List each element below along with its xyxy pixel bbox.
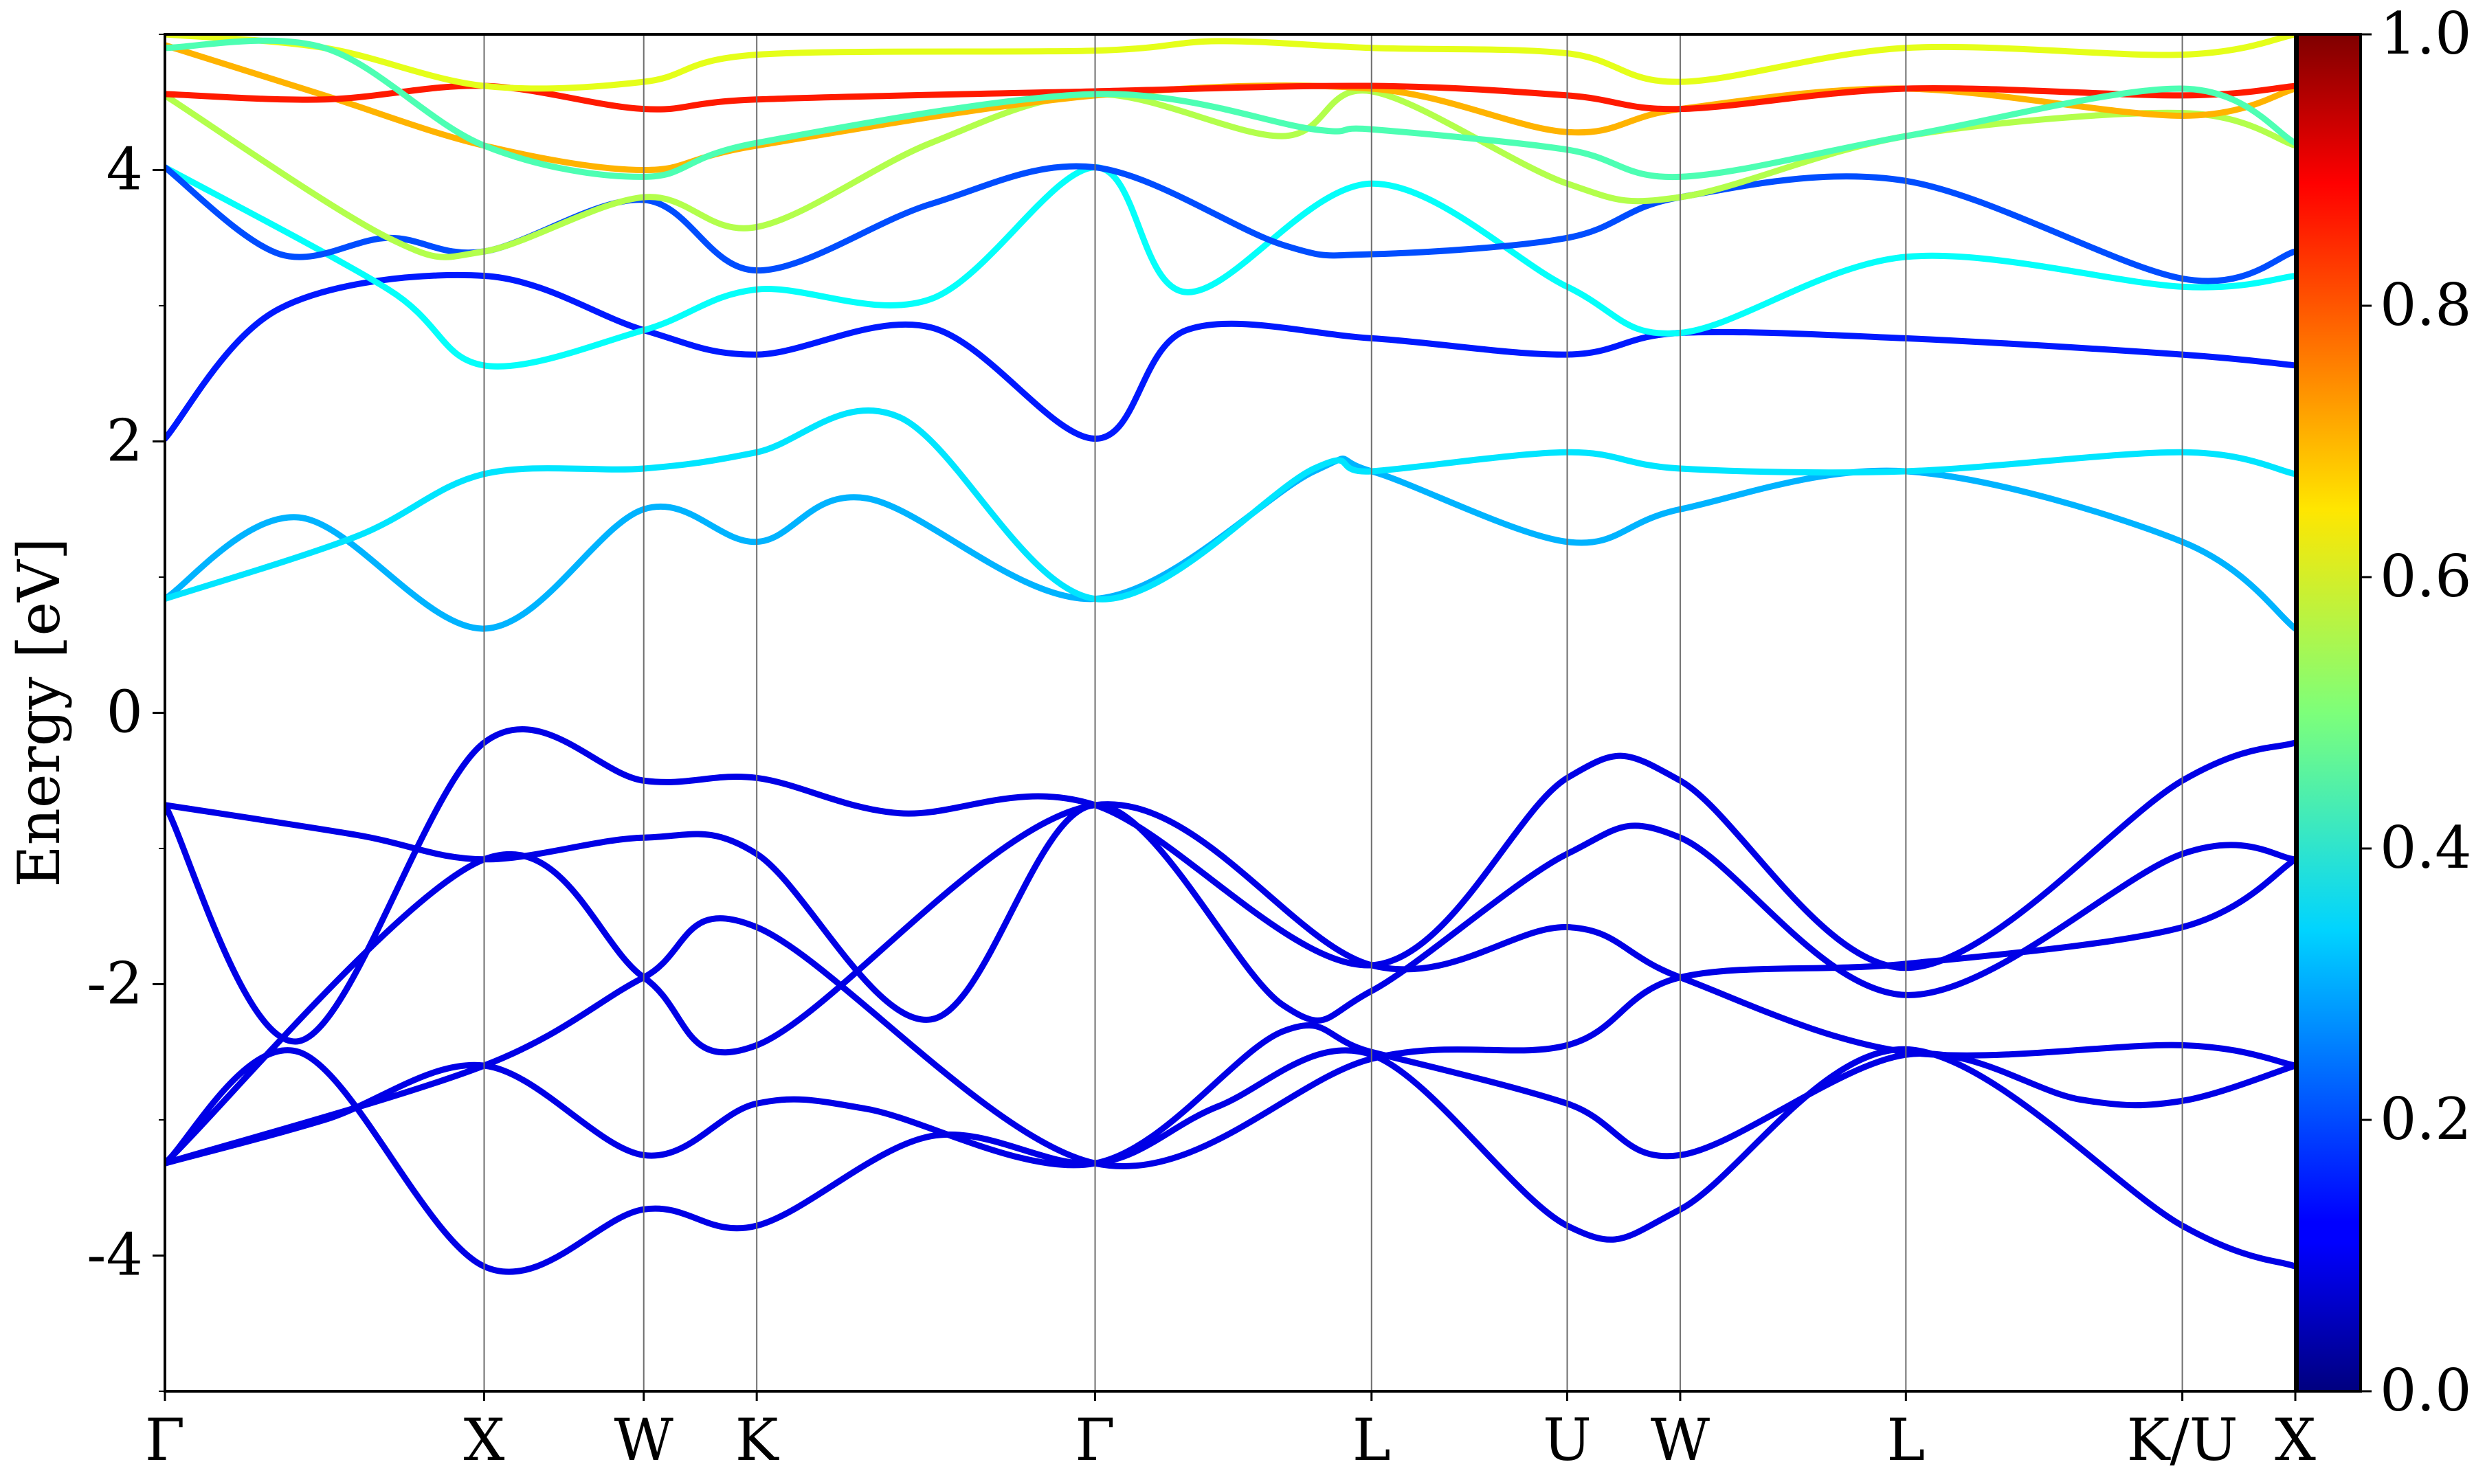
colorbar-tick-label: 0.6 [2380, 543, 2472, 610]
band-line [165, 164, 2295, 370]
band-line [165, 407, 2295, 603]
y-tick-label: -4 [87, 1222, 143, 1289]
band-line [165, 802, 2295, 1024]
colorbar-tick-label: 0.0 [2380, 1357, 2472, 1424]
x-tick-label: L [1886, 1406, 1925, 1474]
y-tick-label: -2 [87, 950, 143, 1018]
y-axis: -4 -2 0 2 4 [87, 34, 165, 1392]
x-tick-label: U [1543, 1406, 1592, 1474]
band-line [165, 271, 2295, 442]
high-symmetry-lines [483, 34, 2183, 1391]
band-line [165, 801, 2295, 1167]
x-tick-label: K [735, 1406, 780, 1474]
colorbar [2296, 33, 2362, 1393]
colorbar-tick-label: 0.4 [2380, 814, 2472, 881]
x-tick-label: Γ [145, 1406, 185, 1474]
colorbar-tick-label: 0.2 [2380, 1086, 2472, 1153]
y-tick-label: 2 [107, 407, 143, 475]
band-line [165, 856, 2295, 1169]
x-tick-label: Γ [1075, 1406, 1115, 1474]
band-line [165, 163, 2295, 284]
y-tick-label: 4 [107, 136, 143, 203]
x-tick-label: X [2275, 1406, 2316, 1474]
y-tick-label: 0 [107, 679, 143, 746]
colorbar-tick-label: 1.0 [2380, 0, 2472, 67]
colorbar-tick-label: 0.8 [2380, 271, 2472, 339]
x-tick-label: W [614, 1406, 674, 1474]
x-tick-label: L [1352, 1406, 1391, 1474]
x-tick-label: X [464, 1406, 505, 1474]
band-line [165, 1022, 2295, 1169]
colorbar-ticks: 0.0 0.2 0.4 0.6 0.8 1.0 [2361, 0, 2472, 1424]
band-lines [165, 34, 2295, 1275]
band-line [165, 34, 2295, 92]
y-axis-label: Energy [eV] [5, 537, 73, 887]
x-tick-label: W [1651, 1406, 1710, 1474]
x-tick-label: K/U [2127, 1406, 2238, 1474]
x-axis: Γ X W K Γ L U W L K/U X [145, 1391, 2316, 1474]
band-line [165, 37, 2295, 181]
